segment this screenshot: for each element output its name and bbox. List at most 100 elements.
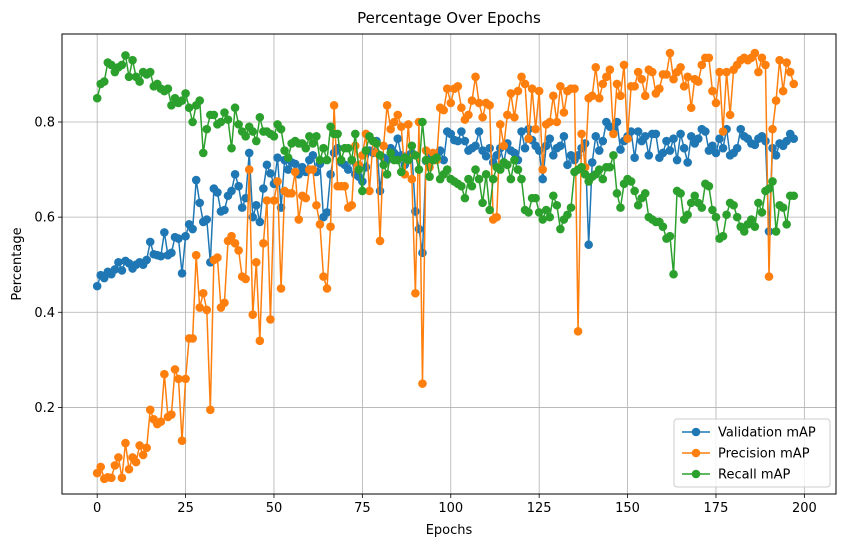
data-point — [789, 79, 799, 89]
data-point — [92, 281, 102, 291]
data-point — [545, 212, 555, 222]
data-point — [495, 165, 505, 174]
x-axis-label: Epochs — [426, 523, 473, 538]
data-point — [209, 110, 219, 120]
data-point — [336, 155, 346, 165]
data-point — [244, 148, 254, 158]
ticks: 0 25 50 75 100 125 150 175 200 0.2 0.4 0.6 0.8 — [34, 116, 816, 516]
data-point — [549, 91, 558, 101]
data-point — [213, 253, 222, 262]
data-point — [789, 191, 799, 201]
data-point — [474, 98, 484, 108]
data-point — [499, 141, 509, 151]
data-point — [393, 134, 403, 143]
data-point — [563, 210, 572, 220]
data-point — [782, 58, 791, 67]
data-point — [305, 131, 314, 141]
data-point — [259, 184, 268, 193]
data-point — [722, 210, 731, 220]
data-point — [598, 136, 608, 146]
data-point — [750, 222, 760, 231]
data-point — [227, 231, 236, 241]
data-point — [619, 60, 629, 70]
data-point — [556, 224, 565, 234]
data-point — [460, 136, 470, 146]
data-point — [640, 189, 650, 198]
data-point — [230, 103, 240, 113]
data-point — [757, 53, 767, 63]
data-point — [471, 72, 480, 82]
data-point — [520, 143, 530, 153]
data-point — [683, 158, 692, 167]
data-point — [407, 141, 417, 151]
x-tick-label: 75 — [354, 501, 371, 516]
data-point — [365, 186, 374, 196]
data-point — [177, 436, 187, 446]
x-tick-label: 0 — [93, 501, 101, 516]
data-point — [340, 181, 349, 191]
data-point — [167, 410, 176, 419]
data-point — [761, 60, 770, 70]
data-point — [485, 143, 494, 153]
data-point — [301, 143, 311, 153]
y-tick-label: 0.8 — [34, 116, 55, 131]
data-point — [782, 136, 791, 146]
data-point — [485, 101, 494, 110]
data-point — [693, 134, 703, 143]
data-point — [785, 67, 795, 77]
data-point — [471, 141, 480, 151]
data-point — [679, 82, 689, 91]
data-point — [251, 258, 261, 267]
data-point — [290, 159, 300, 169]
data-point — [347, 155, 357, 165]
data-point — [764, 184, 774, 193]
y-tick-label: 0.6 — [34, 211, 55, 226]
data-point — [503, 160, 512, 170]
data-point — [234, 120, 243, 129]
data-point — [184, 103, 194, 113]
data-point — [135, 441, 144, 450]
data-point — [676, 129, 685, 139]
data-point — [301, 193, 311, 203]
data-point — [591, 131, 601, 141]
data-point — [481, 151, 491, 161]
data-point — [651, 129, 661, 139]
data-point — [626, 127, 636, 136]
data-point — [248, 310, 258, 319]
x-tick-label: 25 — [177, 501, 194, 516]
data-point — [170, 365, 180, 374]
data-point — [485, 205, 494, 215]
data-point — [326, 122, 335, 132]
data-point — [411, 151, 420, 160]
data-point — [771, 151, 781, 160]
data-point — [195, 303, 205, 312]
data-point — [474, 174, 484, 184]
data-point — [227, 143, 236, 153]
data-point — [117, 60, 127, 70]
data-point — [404, 120, 413, 129]
y-tick-label: 0.2 — [34, 401, 55, 416]
data-point — [662, 70, 671, 79]
data-point — [655, 84, 664, 94]
data-point — [580, 170, 590, 179]
data-point — [386, 148, 395, 158]
data-point — [181, 89, 190, 98]
data-point — [467, 181, 477, 191]
data-point — [262, 196, 272, 205]
data-point — [181, 231, 190, 241]
data-point — [442, 84, 452, 94]
data-point — [393, 110, 403, 120]
data-point — [396, 167, 406, 177]
data-point — [276, 124, 286, 134]
data-point — [630, 186, 639, 196]
data-point — [110, 265, 120, 274]
data-point — [460, 193, 470, 203]
data-point — [251, 200, 261, 210]
data-point — [375, 236, 385, 246]
data-point — [739, 227, 749, 236]
data-point — [379, 141, 388, 151]
data-point — [711, 148, 721, 158]
series-recall-map — [92, 51, 799, 279]
data-point — [778, 86, 788, 96]
data-point — [411, 288, 420, 298]
